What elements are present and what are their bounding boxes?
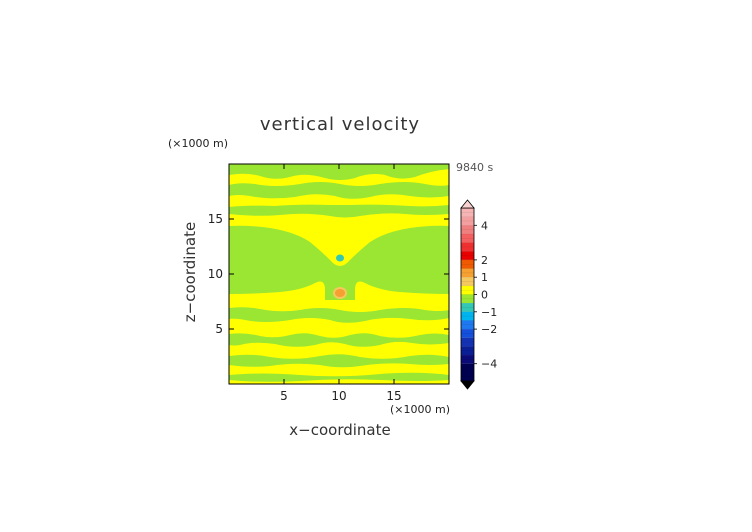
x-axis-ticks: 5 10 15: [280, 164, 402, 403]
time-label: 9840 s: [456, 161, 494, 174]
colorbar-min-arrow: [460, 380, 475, 390]
y-axis-unit: (×1000 m): [168, 137, 229, 150]
colorbar-swatch: [461, 216, 474, 226]
colorbar-swatch: [461, 277, 474, 286]
neg-band-5: [229, 354, 449, 368]
positive-spot-core: [335, 289, 345, 297]
neg-central-region: [229, 225, 449, 300]
y-axis-ticks: 5 10 15: [208, 212, 449, 336]
colorbar-label: −1: [481, 306, 497, 319]
colorbar-swatch: [461, 329, 474, 338]
colorbar-swatch: [461, 225, 474, 234]
negative-spot: [336, 254, 344, 262]
colorbar-label: −2: [481, 323, 497, 336]
x-axis-unit: (×1000 m): [390, 403, 451, 416]
neg-band-3: [229, 307, 449, 323]
neg-band-1: [229, 182, 449, 199]
y-tick-label: 5: [215, 322, 223, 336]
x-tick-label: 5: [280, 389, 288, 403]
colorbar-swatch: [461, 355, 474, 364]
colorbar-swatch: [461, 311, 474, 321]
neg-band-4: [229, 333, 449, 347]
x-tick-label: 15: [386, 389, 401, 403]
colorbar-swatch: [461, 208, 474, 217]
chart-title: vertical velocity: [259, 114, 421, 135]
colorbar-swatch: [461, 251, 474, 260]
colorbar-swatch: [461, 346, 474, 356]
x-axis-label: x−coordinate: [289, 421, 391, 439]
colorbar-label: 1: [481, 271, 488, 284]
colorbar-label: 0: [481, 289, 488, 302]
colorbar-swatch: [461, 320, 474, 330]
field-negative-regions: [229, 164, 449, 382]
colorbar-label: 4: [481, 219, 488, 232]
colorbar-swatch: [461, 285, 474, 295]
colorbar-label: 2: [481, 254, 488, 267]
colorbar-max-arrow: [460, 199, 475, 209]
neg-band-2: [229, 204, 449, 218]
colorbar: 4 2 1 0 −1 −2 −4: [460, 199, 497, 390]
colorbar-swatch: [461, 337, 474, 347]
colorbar-swatch: [461, 303, 474, 312]
colorbar-swatch: [461, 294, 474, 304]
colorbar-swatch: [461, 363, 474, 381]
colorbar-swatch: [461, 259, 474, 269]
colorbar-swatch: [461, 268, 474, 278]
y-tick-label: 15: [208, 212, 223, 226]
y-tick-label: 10: [208, 267, 223, 281]
colorbar-swatch: [461, 233, 474, 243]
colorbar-swatch: [461, 242, 474, 252]
colorbar-label: −4: [481, 358, 497, 371]
x-tick-label: 10: [331, 389, 346, 403]
